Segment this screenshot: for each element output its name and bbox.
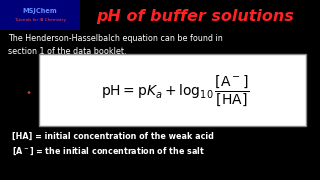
- FancyBboxPatch shape: [0, 0, 80, 30]
- Text: The Henderson-Hasselbalch equation can be found in
section 1 of the data booklet: The Henderson-Hasselbalch equation can b…: [8, 34, 223, 55]
- Text: [HA] = initial concentration of the weak acid: [HA] = initial concentration of the weak…: [12, 132, 214, 141]
- Text: $\mathrm{pH} = \mathrm{p}K_a + \log_{10}\dfrac{[\mathrm{A}^-]}{[\mathrm{HA}]}$: $\mathrm{pH} = \mathrm{p}K_a + \log_{10}…: [101, 74, 249, 108]
- Text: pH of buffer solutions: pH of buffer solutions: [96, 8, 294, 24]
- Text: $\bullet$: $\bullet$: [25, 86, 31, 96]
- Text: MSJChem: MSJChem: [23, 8, 57, 14]
- FancyBboxPatch shape: [39, 54, 306, 126]
- Text: Tutorials for IB Chemistry: Tutorials for IB Chemistry: [14, 18, 66, 22]
- Text: [A$^-$] = the initial concentration of the salt: [A$^-$] = the initial concentration of t…: [12, 146, 205, 157]
